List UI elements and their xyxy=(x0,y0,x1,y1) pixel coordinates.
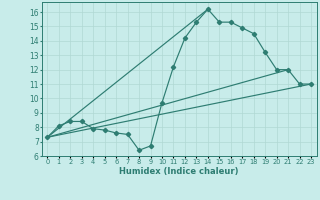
X-axis label: Humidex (Indice chaleur): Humidex (Indice chaleur) xyxy=(119,167,239,176)
